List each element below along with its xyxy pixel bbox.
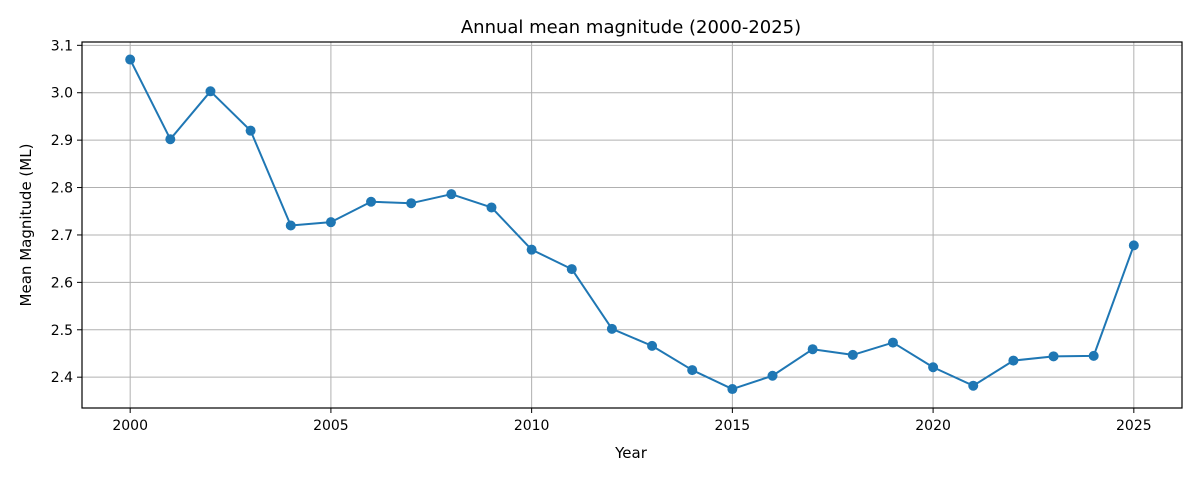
- data-point: [767, 370, 778, 381]
- y-tick-label: 2.8: [51, 181, 73, 197]
- data-point: [1088, 350, 1099, 361]
- series-layer: [125, 54, 1139, 395]
- data-point: [968, 380, 979, 391]
- y-tick-label: 3.0: [51, 86, 73, 102]
- data-point: [1128, 240, 1139, 251]
- x-axis-ticks: 2000 2005 2010 2015 2020 2025: [112, 408, 1152, 434]
- data-point: [928, 362, 939, 373]
- chart-title: Annual mean magnitude (2000-2025): [461, 17, 801, 38]
- data-point: [727, 384, 738, 395]
- x-tick-label: 2005: [313, 418, 349, 434]
- series-line: [129, 59, 1135, 391]
- y-tick-label: 3.1: [51, 38, 73, 54]
- x-tick-label: 2010: [514, 418, 550, 434]
- y-tick-label: 2.9: [51, 133, 73, 149]
- x-tick-label: 2025: [1116, 418, 1152, 434]
- data-point: [486, 202, 497, 213]
- data-point: [446, 189, 457, 200]
- y-axis-title: Mean Magnitude (ML): [17, 144, 35, 307]
- data-point: [125, 54, 136, 65]
- data-point: [606, 323, 617, 334]
- x-axis-title: Year: [614, 444, 648, 462]
- data-point: [325, 217, 336, 228]
- y-tick-label: 2.6: [51, 275, 73, 291]
- data-point: [566, 264, 577, 275]
- y-tick-label: 2.5: [51, 323, 73, 339]
- data-point: [687, 365, 698, 376]
- y-tick-label: 2.4: [51, 370, 73, 386]
- data-point: [1048, 351, 1059, 362]
- data-point: [245, 125, 256, 136]
- data-point: [165, 134, 176, 145]
- data-point: [1008, 355, 1019, 366]
- data-point: [887, 337, 898, 348]
- y-tick-label: 2.7: [51, 228, 73, 244]
- data-point: [406, 198, 417, 209]
- y-axis-ticks: 2.4 2.5 2.6 2.7 2.8 2.9 3.0 3.1: [51, 38, 82, 386]
- plot-frame: [81, 41, 1183, 409]
- data-point: [366, 196, 377, 207]
- x-tick-label: 2015: [715, 418, 751, 434]
- x-tick-label: 2000: [112, 418, 148, 434]
- grid: [82, 42, 1182, 408]
- data-point: [647, 340, 658, 351]
- data-point: [285, 220, 296, 231]
- data-point: [807, 344, 818, 355]
- data-point: [205, 86, 216, 97]
- data-point: [526, 244, 537, 255]
- x-tick-label: 2020: [915, 418, 951, 434]
- data-point: [847, 349, 858, 360]
